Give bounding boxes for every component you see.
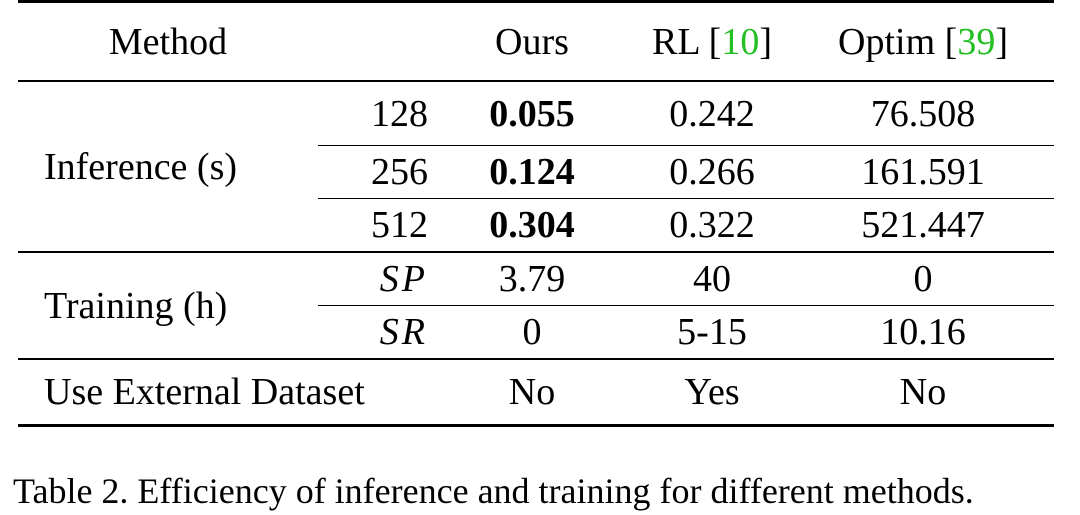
header-empty <box>318 2 432 82</box>
external-optim-value: No <box>899 371 947 413</box>
inference-ours-value: 0.124 <box>432 145 632 199</box>
inference-ours-value: 0.304 <box>432 198 632 252</box>
table-header-row: Method Ours RL [10] Optim [39] <box>18 1 1054 82</box>
inference-rl-value: 0.242 <box>669 92 755 135</box>
external-dataset-label: Use External Dataset <box>44 371 365 413</box>
inference-rl-value: 0.266 <box>632 145 792 199</box>
inference-size: 256 <box>318 145 432 199</box>
header-optim: Optim [39] <box>792 2 1054 82</box>
training-row-sr: SR 0 5-15 10.16 <box>18 305 1054 359</box>
inference-optim-value: 521.447 <box>792 198 1054 252</box>
training-optim-value: 0 <box>913 258 933 300</box>
header-rl-close: ] <box>759 20 772 63</box>
header-ours: Ours <box>495 20 569 63</box>
table-caption: Table 2. Efficiency of inference and tra… <box>13 471 974 511</box>
inference-size: 128 <box>371 92 428 135</box>
training-optim-value: 10.16 <box>792 305 1054 359</box>
inference-rl-value: 0.322 <box>632 198 792 252</box>
training-rl-value: 40 <box>693 258 731 300</box>
training-row-sp: Training (h) SP 3.79 40 0 <box>18 252 1054 325</box>
training-sub-sp: SP <box>379 258 428 300</box>
inference-label: Inference (s) <box>44 145 238 188</box>
inference-row-128: Inference (s) 128 0.055 0.242 76.508 <box>18 81 1054 186</box>
efficiency-table-container: Method Ours RL [10] Optim [39] Inference… <box>18 0 1054 427</box>
efficiency-table: Method Ours RL [10] Optim [39] Inference… <box>18 0 1054 427</box>
header-optim-close: ] <box>995 20 1008 63</box>
header-optim-text: Optim [ <box>838 20 958 63</box>
training-ours-value: 0 <box>432 305 632 359</box>
inference-row-256: 256 0.124 0.266 161.591 <box>18 145 1054 199</box>
inference-size: 512 <box>318 198 432 252</box>
inference-optim-value: 161.591 <box>792 145 1054 199</box>
external-ours-value: No <box>508 371 556 413</box>
training-ours-value: 3.79 <box>498 258 566 300</box>
external-rl-value: Yes <box>684 371 740 413</box>
header-method: Method <box>108 20 228 63</box>
training-rl-value: 5-15 <box>632 305 792 359</box>
external-dataset-row: Use External Dataset No Yes No <box>18 359 1054 426</box>
inference-ours-value: 0.055 <box>489 92 575 135</box>
inference-row-512: 512 0.304 0.322 521.447 <box>18 198 1054 252</box>
inference-optim-value: 76.508 <box>870 92 976 135</box>
training-label: Training (h) <box>44 284 228 327</box>
header-rl: RL [10] <box>632 2 792 82</box>
training-sub-sr: SR <box>318 305 432 359</box>
citation-link-10[interactable]: 10 <box>721 20 760 63</box>
citation-link-39[interactable]: 39 <box>957 20 996 63</box>
header-rl-text: RL [ <box>652 20 722 63</box>
